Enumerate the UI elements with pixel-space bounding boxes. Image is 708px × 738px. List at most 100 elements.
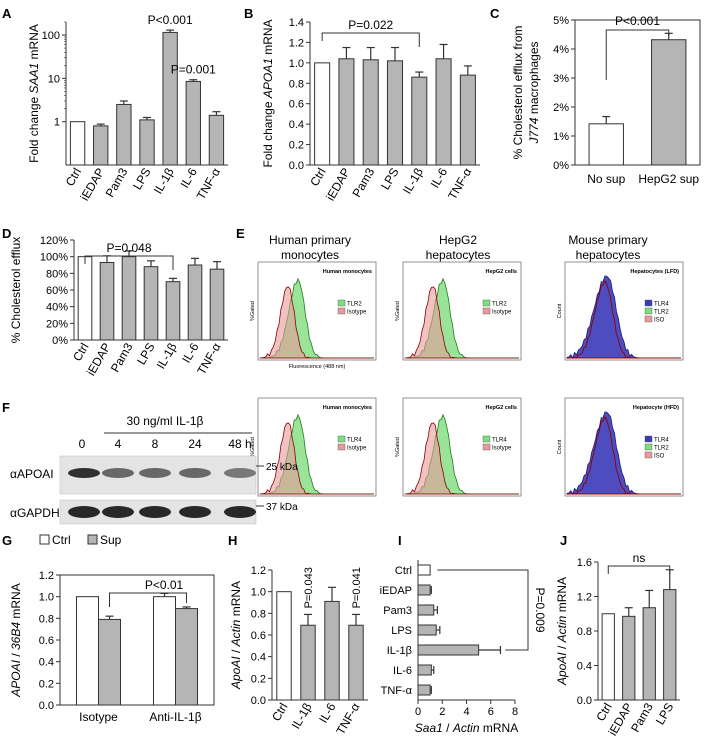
bar [651,39,687,166]
y-tick-label: 1% [553,131,569,143]
bar [300,624,316,701]
blot-antibody-label: αGAPDH [10,506,60,520]
x-tick-label: 0 [415,706,421,718]
bar [314,62,331,166]
legend-swatch [644,443,653,451]
flow-histogram: Human monocytes TLR4 Isotype %Gated [250,397,377,497]
y-axis-label-part: mRNA [27,24,41,63]
y-tick-label: 0.4 [289,119,304,131]
bar [417,664,432,676]
significance-bracket [84,255,174,270]
y-tick-label: 0.4 [577,661,592,673]
lane-label: 24 [188,437,202,451]
bar [187,264,203,341]
x-tick-label: 2 [439,706,445,718]
panel-letter-j: J [560,533,567,548]
bar [411,76,428,166]
panel-letter-c: C [490,6,500,21]
y-axis-label-part: / [555,642,569,652]
bar [622,615,636,701]
bar [588,123,624,166]
y-axis-label-part: / [9,650,23,660]
legend-swatch [482,435,491,443]
blot-band [224,506,256,518]
bar [185,80,201,166]
y-tick-label: 0.8 [39,613,54,625]
lane-label: 0 [79,437,86,451]
legend-swatch [39,534,50,545]
y-tick-label: 0.8 [577,626,592,638]
category-label: iEDAP [78,166,108,204]
bar [417,584,431,596]
y-tick-label: 120% [40,235,68,247]
legend-label: TLR4 [654,302,669,308]
bar [77,256,93,341]
category-label: iEDAP [380,585,412,597]
y-tick-label: 1.2 [251,565,266,577]
y-tick-label: 0.0 [39,700,54,712]
histogram-xlabel: Fluorescence (488 nm) [289,364,346,370]
panel-e-flow-cytometry: Human primarymonocytesHepG2hepatocytesMo… [250,233,684,497]
x-axis-label-part: mRNA [480,721,519,735]
category-label: iEDAP [323,166,353,204]
bar [417,604,435,616]
y-axis-label-part: Actin [555,615,569,643]
legend-swatch [644,451,653,459]
y-tick-label: 0.8 [289,78,304,90]
category-label: LPS [653,701,676,728]
bar [348,624,364,701]
blot-band [179,506,211,518]
y-tick-label: 0.0 [289,160,304,172]
p-value-label: P=0.022 [348,18,393,32]
p-value-label: P=0.048 [106,241,151,255]
flow-column-title: Human primary [269,233,351,247]
category-label: LPS [378,166,401,193]
bar [116,103,132,166]
flow-histogram: HepG2 cells TLR2 Isotype %Gated [395,261,522,361]
flow-histogram: HepG2 cells TLR4 Isotype %Gated [395,397,522,497]
x-tick-label: 4 [463,706,469,718]
category-label: No sup [587,172,625,186]
category-label: IL-1β [400,165,426,196]
iso-histogram-outline [566,279,681,359]
category-label: IL-6 [428,165,451,190]
y-tick-label: 1.2 [289,37,304,49]
x-axis-label-part: Saa1 [415,721,443,735]
bar [663,589,677,701]
p-value-label: P=0.009 [533,587,547,632]
y-axis-label-part: mRNA [261,19,275,58]
legend-label: TLR2 [347,302,362,308]
category-label: Pam3 [628,700,656,734]
y-tick-label: 40% [46,302,68,314]
legend-swatch [644,307,653,315]
category-label: Ctrl [70,341,91,364]
x-tick-label: 6 [488,706,494,718]
legend-swatch [482,299,491,307]
bar [276,591,292,701]
y-axis-label-part: APOA1 [261,58,275,99]
p-value-label: P<0.001 [615,14,660,28]
lane-label: 8 [152,437,159,451]
legend-label: ISO [654,454,665,460]
y-axis-label-line2-part: macrophages [527,41,541,117]
bar [435,58,452,166]
p-value-label: P=0.041 [351,567,363,608]
category-label: TNF-α [194,165,223,202]
legend-swatch [337,435,346,443]
legend-label: TLR4 [347,438,362,444]
blot-band [224,468,256,478]
flow-histogram: Hepatocytes (LFD) TLR4 TLR2 ISO Count [557,261,684,361]
y-axis-label-part: mRNA [9,583,23,622]
y-tick-label: 1.0 [251,587,266,599]
y-tick-label: 4% [553,44,569,56]
category-label: IL-1β [154,340,180,371]
legend-label: Isotype [347,310,367,316]
histogram-ylabel: %Gated [395,301,401,321]
bar [209,268,225,341]
category-label: Pam3 [383,605,412,617]
y-tick-label: 0.6 [39,635,54,647]
isotype-histogram [259,422,374,495]
y-tick-label: 1 [54,117,60,129]
category-label: Pam3 [103,165,131,199]
